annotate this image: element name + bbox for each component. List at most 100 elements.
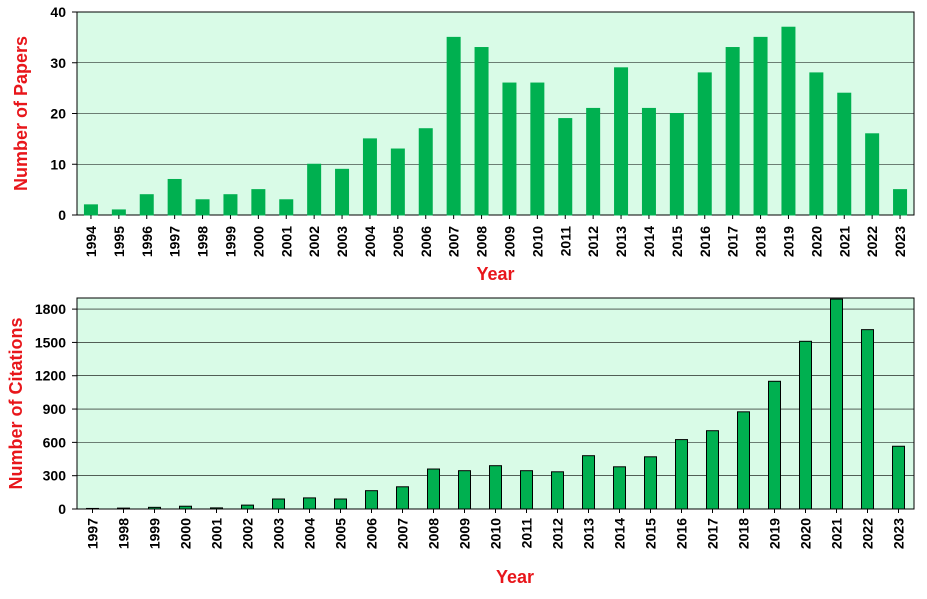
papers-x-tick-label: 1995 [111,226,127,257]
papers-x-tick-label: 2006 [418,226,434,257]
papers-x-tick-label: 2004 [362,226,378,257]
papers-bar-2012 [586,107,601,216]
papers-x-tick-label: 2017 [725,226,741,257]
citations-bar-2021 [830,298,843,510]
papers-bar-1995 [111,209,126,216]
citations-y-tick-label: 900 [43,401,67,417]
citations-bar-2006 [365,490,378,510]
papers-x-tick-label: 2012 [585,226,601,257]
papers-y-tick-label: 0 [58,207,66,223]
citations-x-tick-label: 2023 [891,518,907,549]
papers-bar-2004 [362,138,377,216]
papers-x-tick-label: 2019 [780,226,796,257]
papers-x-tick-label: 2013 [613,226,629,257]
papers-x-tick-label: 2010 [529,226,545,257]
citations-x-tick-label: 2007 [395,518,411,549]
citations-x-tick-label: 2010 [488,518,504,549]
citations-x-tick-label: 2016 [674,518,690,549]
citations-x-tick-label: 2017 [705,518,721,549]
papers-x-tick-label: 2009 [501,226,517,257]
papers-x-axis-label: Year [476,264,514,284]
citations-bar-2007 [396,486,409,510]
papers-x-tick-label: 1998 [195,226,211,257]
citations-chart: 0 300 600 900 1200 1500 1800 1997 1998 1999 2000 2… [6,297,915,587]
papers-bar-2016 [697,72,712,216]
papers-y-tick-label: 10 [50,156,66,172]
citations-x-tick-label: 2020 [798,518,814,549]
papers-x-tick-label: 1996 [139,226,155,257]
citations-y-tick-label: 600 [43,434,67,450]
citations-x-tick-label: 2014 [612,518,628,549]
citations-bar-2002 [241,504,254,510]
papers-x-tick-label: 2002 [306,226,322,257]
citations-bar-1998 [117,507,130,510]
papers-bar-2015 [669,113,684,216]
papers-x-tick-label: 2007 [446,226,462,257]
citations-x-tick-label: 1998 [116,518,132,549]
citations-x-tick-label: 2003 [271,518,287,549]
papers-x-tick-label: 2014 [641,226,657,257]
papers-y-ticks: 0 10 20 30 40 [50,4,77,223]
citations-bar-2005 [334,498,347,510]
papers-bar-2001 [279,199,294,216]
citations-x-tick-label: 2006 [364,518,380,549]
citations-x-tick-label: 2018 [736,518,752,549]
citations-bars [86,298,905,510]
citations-y-axis-label: Number of Citations [6,317,26,489]
papers-y-tick-label: 30 [50,55,66,71]
papers-y-tick-label: 20 [50,106,66,122]
papers-x-tick-label: 2008 [474,226,490,257]
citations-bar-1999 [148,506,161,510]
citations-bar-2001 [210,507,223,510]
citations-x-axis-label: Year [496,567,534,587]
papers-bar-2022 [865,133,880,216]
papers-bar-2018 [753,36,768,216]
papers-bar-2010 [530,82,545,216]
papers-x-tick-label: 2018 [753,226,769,257]
citations-bar-2003 [272,498,285,510]
citations-x-tick-label: 1999 [147,518,163,549]
citations-y-ticks: 0 300 600 900 1200 1500 1800 [35,301,77,517]
papers-gridlines [77,62,914,165]
citations-bar-2022 [861,329,874,510]
papers-bar-2020 [809,72,824,216]
papers-bar-2011 [558,118,573,216]
citations-bar-2013 [582,455,595,510]
citations-bar-2015 [644,456,657,510]
citations-bar-2016 [675,439,688,510]
citations-bar-2000 [179,505,192,510]
papers-bar-1994 [83,204,98,216]
citations-x-tick-label: 2011 [519,518,535,549]
citations-x-tick-label: 2015 [643,518,659,549]
citations-x-tick-label: 2000 [178,518,194,549]
papers-bar-2005 [390,148,405,216]
citations-y-tick-label: 1800 [35,301,66,317]
papers-bar-1999 [223,194,238,216]
citations-bar-2008 [427,468,440,510]
citations-x-tick-label: 2022 [860,518,876,549]
citations-x-tick-label: 2012 [550,518,566,549]
papers-bar-2013 [614,67,629,216]
papers-x-tick-label: 1999 [222,226,238,257]
citations-bar-2017 [706,430,719,510]
papers-x-tick-label: 2011 [557,226,573,257]
citations-y-tick-label: 300 [43,468,67,484]
papers-x-tick-label: 2016 [697,226,713,257]
citations-x-tick-label: 2009 [457,518,473,549]
citations-bar-2011 [520,470,533,510]
papers-bar-2002 [307,163,322,216]
papers-bar-2008 [474,47,489,216]
papers-chart: 0 10 20 30 40 1994 1995 1996 1997 1998 1999 2000 20… [11,4,915,284]
papers-x-tick-label: 2003 [334,226,350,257]
citations-bar-2012 [551,471,564,510]
papers-x-tick-label: 2023 [892,226,908,257]
citations-x-tick-label: 1997 [85,518,101,549]
citations-x-tick-label: 2005 [333,518,349,549]
papers-x-tick-label: 2020 [808,226,824,257]
papers-bar-2009 [502,82,517,216]
citations-x-tick-label: 2002 [240,518,256,549]
citations-bar-2023 [892,445,905,510]
papers-x-tick-label: 1997 [167,226,183,257]
citations-x-tick-label: 2013 [581,518,597,549]
